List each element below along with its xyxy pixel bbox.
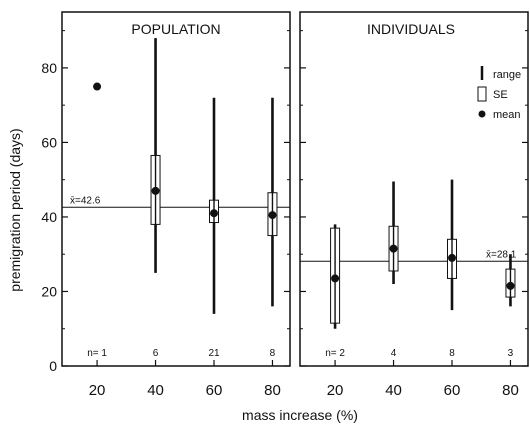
- x-axis-label: mass increase (%): [242, 407, 358, 423]
- population-xtick-label: 60: [206, 382, 223, 399]
- y-tick-label: 20: [41, 283, 57, 299]
- legend-se-label: SE: [493, 89, 508, 101]
- y-tick-label: 40: [41, 209, 57, 225]
- individuals-panel-frame: [299, 11, 529, 367]
- population-n-label: 21: [208, 348, 220, 359]
- individuals-mean-dot: [448, 253, 456, 262]
- population-mean-dot: [151, 186, 160, 195]
- population-mean-dot: [93, 82, 102, 91]
- individuals-xtick-label: 20: [327, 382, 344, 399]
- population-n-label: n= 1: [87, 348, 107, 359]
- population-panel-title: POPULATION: [131, 21, 220, 37]
- individuals-mean-dot: [389, 244, 398, 253]
- population-xtick-label: 80: [264, 382, 281, 399]
- y-tick-label: 60: [41, 134, 57, 150]
- individuals-mean-dot: [506, 281, 515, 290]
- individuals-n-label: 4: [391, 348, 397, 359]
- population-xtick-label: 40: [147, 382, 164, 399]
- individuals-n-label: 3: [508, 348, 514, 359]
- legend: range SE mean: [477, 66, 521, 121]
- individuals-xtick-label: 80: [502, 382, 519, 399]
- legend-range-label: range: [493, 69, 521, 81]
- legend-se-symbol: [477, 86, 487, 102]
- individuals-mean-dot: [331, 274, 340, 283]
- y-tick-label: 0: [49, 358, 57, 374]
- population-overall-mean-label: x̄=42.6: [70, 195, 101, 206]
- population-mean-dot: [210, 209, 218, 218]
- population-panel-frame: [61, 11, 291, 367]
- individuals-xtick-label: 40: [385, 382, 402, 399]
- legend-mean-label: mean: [493, 109, 521, 121]
- chart-marks: 0 20 40 60 80 20 n= 1 40 6 60 21 80 8 x̄=42.6 20 n= 2 40…: [41, 30, 528, 399]
- individuals-n-label: n= 2: [325, 348, 345, 359]
- individuals-panel-title: INDIVIDUALS: [367, 21, 455, 37]
- legend-mean-symbol: [478, 110, 486, 118]
- population-mean-dot: [268, 211, 277, 220]
- y-axis-label: premigration period (days): [7, 128, 23, 291]
- individuals-overall-mean-label: x̄=28.1: [486, 249, 517, 260]
- population-xtick-label: 20: [89, 382, 106, 399]
- individuals-xtick-label: 60: [444, 382, 461, 399]
- population-n-label: 6: [153, 348, 159, 359]
- y-tick-label: 80: [41, 60, 57, 76]
- population-n-label: 8: [270, 348, 276, 359]
- individuals-n-label: 8: [449, 348, 455, 359]
